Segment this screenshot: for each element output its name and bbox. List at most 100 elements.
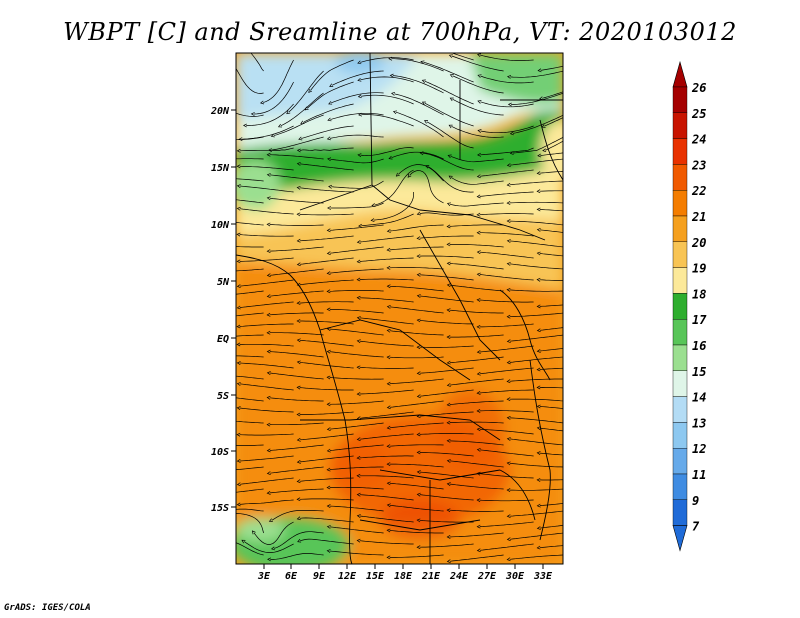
streamline	[509, 438, 563, 446]
streamline	[539, 406, 563, 409]
streamline	[246, 103, 294, 126]
streamline-arrow	[446, 224, 451, 229]
streamline-arrow	[236, 284, 241, 289]
streamlines	[210, 53, 563, 564]
streamline	[243, 541, 294, 553]
streamline	[509, 554, 563, 560]
streamline	[299, 213, 354, 216]
streamline	[299, 517, 354, 523]
streamline-arrow	[266, 196, 271, 201]
lon-label: 30E	[505, 571, 525, 582]
streamline-arrow	[266, 448, 271, 453]
streamline-arrow	[266, 152, 271, 157]
streamline-arrow	[296, 148, 301, 153]
streamline-arrow	[476, 391, 481, 395]
streamline	[299, 477, 354, 482]
streamline	[269, 397, 324, 402]
streamline-arrow	[386, 555, 391, 560]
lat-label: 5S	[217, 391, 229, 402]
streamline-arrow	[326, 504, 331, 509]
streamline	[419, 411, 474, 417]
streamline	[236, 334, 264, 337]
streamline	[450, 53, 474, 61]
streamline	[449, 400, 504, 405]
streamline-arrow	[296, 301, 301, 305]
streamline-arrow	[536, 545, 541, 550]
streamline-arrow	[386, 229, 391, 233]
streamline-arrow	[356, 392, 361, 396]
streamline-arrow	[416, 394, 421, 399]
streamline-arrow	[210, 101, 213, 104]
streamline	[329, 246, 384, 254]
streamline-arrow	[250, 112, 255, 116]
streamline	[509, 201, 563, 204]
streamline	[329, 134, 384, 139]
colorbar-segment	[672, 319, 688, 346]
streamline-arrow	[416, 545, 421, 550]
streamline-arrow	[326, 448, 331, 453]
colorbar-label: 26	[691, 81, 706, 95]
colorbar: 26 25 24 23 22 21 20 19 18 17 16 15 14 13 12 11 9 7	[672, 60, 707, 552]
streamline-arrow	[476, 371, 481, 376]
streamline	[480, 54, 534, 61]
streamline	[389, 267, 444, 270]
streamline-arrow	[536, 207, 541, 212]
streamline	[509, 312, 563, 318]
streamline	[449, 440, 504, 446]
streamline-arrow	[477, 74, 482, 78]
streamline-arrow	[421, 79, 426, 84]
streamline-arrow	[506, 397, 511, 402]
streamline-arrow	[326, 375, 331, 380]
streamline	[539, 479, 563, 481]
streamline-arrow	[446, 402, 451, 407]
streamline-arrow	[476, 250, 481, 255]
streamline-arrow	[446, 242, 451, 247]
streamline-arrow	[506, 557, 511, 562]
colorbar-label: 11	[692, 468, 706, 482]
streamline	[236, 542, 264, 556]
streamline	[361, 114, 414, 127]
streamline	[389, 422, 444, 429]
streamline	[361, 213, 414, 227]
streamline	[299, 279, 354, 286]
streamline-arrow	[326, 251, 331, 256]
streamline	[509, 263, 563, 270]
streamline-arrow	[296, 412, 301, 417]
map-frame	[235, 52, 564, 565]
streamline	[359, 455, 414, 459]
streamline	[359, 235, 414, 243]
streamline-arrow	[356, 473, 361, 478]
streamline	[480, 125, 534, 134]
colorbar-label: 18	[692, 287, 706, 301]
streamline-arrow	[386, 304, 391, 309]
streamline	[419, 389, 474, 397]
streamline-arrow	[506, 360, 511, 365]
streamline-arrow	[448, 124, 453, 129]
streamline	[269, 488, 324, 494]
streamline	[299, 163, 354, 171]
streamline-arrow	[386, 247, 391, 252]
streamline	[269, 444, 324, 451]
streamline	[479, 191, 534, 197]
streamline	[419, 345, 474, 348]
streamline-arrow	[536, 171, 541, 176]
streamline-arrow	[536, 426, 541, 431]
streamline	[253, 81, 294, 115]
streamline	[239, 383, 294, 391]
streamline-arrow	[358, 223, 363, 228]
streamline-arrow	[386, 425, 391, 430]
streamline	[452, 75, 504, 94]
lat-label: 15S	[211, 503, 229, 514]
streamline-arrow	[286, 110, 291, 115]
streamline-arrow	[356, 277, 361, 282]
streamline-arrow	[390, 91, 396, 96]
streamline-arrow	[446, 459, 451, 463]
streamline-arrow	[416, 236, 421, 241]
streamline	[329, 466, 384, 470]
streamline	[330, 112, 384, 120]
streamline-arrow	[326, 549, 331, 553]
streamline	[239, 257, 294, 262]
streamline	[479, 232, 534, 237]
streamline-arrow	[536, 451, 541, 455]
streamline-arrow	[507, 102, 512, 107]
